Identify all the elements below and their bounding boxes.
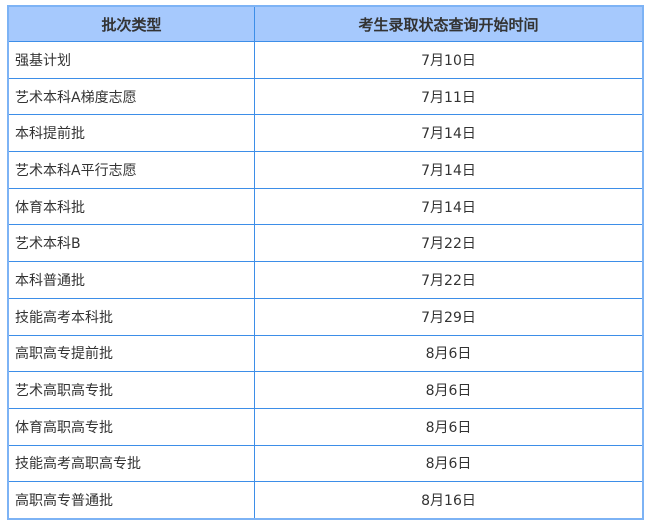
- table-row: 技能高考本科批 7月29日: [7, 297, 644, 336]
- query-start-date-cell: 7月29日: [254, 297, 644, 336]
- table-row: 艺术本科A梯度志愿 7月11日: [7, 77, 644, 116]
- query-start-date-cell: 7月14日: [254, 151, 644, 189]
- query-start-date-cell: 8月6日: [254, 334, 644, 373]
- query-start-date-cell: 7月22日: [254, 261, 644, 299]
- batch-type-cell: 技能高考高职高专批: [7, 444, 255, 483]
- table-row: 技能高考高职高专批 8月6日: [7, 444, 644, 483]
- query-start-date-cell: 8月16日: [254, 481, 644, 520]
- batch-type-cell: 强基计划: [7, 41, 255, 79]
- table-row: 艺术本科B 7月22日: [7, 224, 644, 263]
- query-start-date-cell: 7月22日: [254, 224, 644, 263]
- table-row: 艺术本科A平行志愿 7月14日: [7, 151, 644, 189]
- header-query-start-time: 考生录取状态查询开始时间: [254, 5, 644, 42]
- query-start-date-cell: 7月14日: [254, 114, 644, 153]
- batch-type-cell: 艺术高职高专批: [7, 371, 255, 409]
- batch-type-cell: 本科提前批: [7, 114, 255, 153]
- batch-type-cell: 艺术本科A梯度志愿: [7, 77, 255, 116]
- table-row: 本科提前批 7月14日: [7, 114, 644, 153]
- query-start-date-cell: 7月14日: [254, 187, 644, 226]
- batch-type-cell: 本科普通批: [7, 261, 255, 299]
- query-start-date-cell: 8月6日: [254, 444, 644, 483]
- table-row: 艺术高职高专批 8月6日: [7, 371, 644, 409]
- batch-type-cell: 艺术本科B: [7, 224, 255, 263]
- query-start-date-cell: 8月6日: [254, 371, 644, 409]
- table-row: 高职高专普通批 8月16日: [7, 481, 644, 520]
- table-row: 体育本科批 7月14日: [7, 187, 644, 226]
- batch-type-cell: 艺术本科A平行志愿: [7, 151, 255, 189]
- query-start-date-cell: 7月11日: [254, 77, 644, 116]
- table-row: 体育高职高专批 8月6日: [7, 407, 644, 446]
- batch-type-cell: 体育本科批: [7, 187, 255, 226]
- table-row: 强基计划 7月10日: [7, 41, 644, 79]
- admission-schedule-table: 批次类型 考生录取状态查询开始时间 强基计划 7月10日 艺术本科A梯度志愿 7月11…: [7, 5, 644, 520]
- header-batch-type: 批次类型: [7, 5, 255, 42]
- query-start-date-cell: 8月6日: [254, 407, 644, 446]
- batch-type-cell: 体育高职高专批: [7, 407, 255, 446]
- query-start-date-cell: 7月10日: [254, 41, 644, 79]
- batch-type-cell: 技能高考本科批: [7, 297, 255, 336]
- batch-type-cell: 高职高专提前批: [7, 334, 255, 373]
- table-row: 高职高专提前批 8月6日: [7, 334, 644, 373]
- batch-type-cell: 高职高专普通批: [7, 481, 255, 520]
- header-row: 批次类型 考生录取状态查询开始时间: [7, 5, 644, 42]
- table-row: 本科普通批 7月22日: [7, 261, 644, 299]
